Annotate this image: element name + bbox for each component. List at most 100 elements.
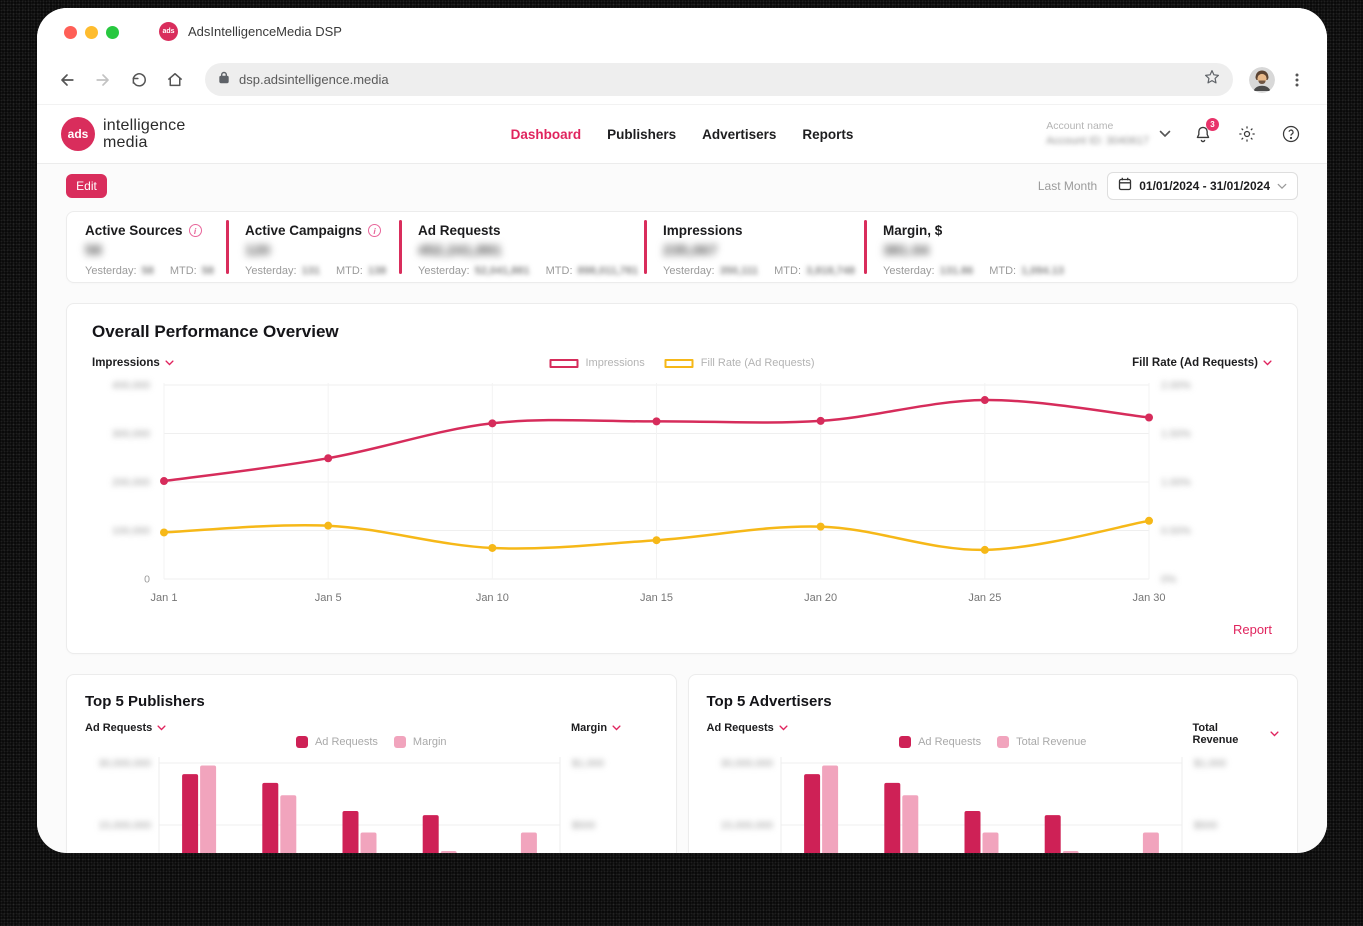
date-range-picker[interactable]: 01/01/2024 - 31/01/2024	[1107, 172, 1298, 200]
right-axis-tick: 0%	[1161, 574, 1176, 586]
ad-requests-bar	[803, 774, 820, 853]
right-axis-tick: $1,000	[572, 758, 604, 770]
ad-requests-bar	[182, 774, 199, 853]
edit-button[interactable]: Edit	[66, 174, 107, 198]
chart-title: Overall Performance Overview	[92, 322, 339, 341]
browser-profile-avatar[interactable]	[1249, 66, 1275, 93]
top-advertisers-card: Top 5 Advertisers Ad Requests Total Reve…	[687, 674, 1298, 853]
margin-bar	[280, 795, 297, 853]
left-axis-tick: 400,000	[112, 380, 150, 392]
impressions-swatch-icon	[549, 358, 579, 368]
left-axis-tick: 0	[144, 574, 150, 586]
minimize-window-button[interactable]	[85, 26, 98, 39]
data-point	[1145, 516, 1153, 525]
total-revenue-bar	[821, 765, 838, 853]
left-axis-tick: 300,000	[112, 428, 150, 440]
ad-requests-bar	[342, 810, 359, 853]
reload-icon[interactable]	[125, 66, 153, 94]
legend-impressions[interactable]: Impressions	[549, 357, 645, 369]
main-navigation: Dashboard Publishers Advertisers Reports	[511, 127, 854, 142]
total-revenue-swatch-icon	[997, 736, 1010, 748]
right-axis-metric-selector[interactable]: Fill Rate (Ad Requests)	[1132, 357, 1272, 369]
browser-menu-icon[interactable]	[1283, 66, 1311, 94]
stat-title: Active Campaigns	[245, 223, 363, 238]
nav-dashboard[interactable]: Dashboard	[510, 126, 582, 142]
total-revenue-bar	[982, 832, 998, 853]
stat-value: 381.04	[883, 242, 929, 259]
stat-title: Margin, $	[883, 223, 943, 238]
advertisers-left-metric-selector[interactable]: Ad Requests	[707, 722, 1280, 734]
tab-title: AdsIntelligenceMedia DSP	[188, 24, 342, 39]
account-name-label: Account name	[1046, 120, 1114, 132]
close-window-button[interactable]	[64, 26, 77, 39]
advertisers-right-metric-selector[interactable]: Total Revenue	[1193, 722, 1280, 746]
publishers-right-metric-selector[interactable]: Margin	[571, 722, 621, 734]
app-logo[interactable]: ads intelligence media	[61, 117, 185, 151]
nav-advertisers[interactable]: Advertisers	[702, 126, 777, 142]
browser-window: ads AdsIntelligenceMedia DSP dsp.adsinte…	[37, 8, 1327, 853]
ad-requests-bar	[422, 815, 439, 853]
publishers-left-metric-selector[interactable]: Ad Requests	[85, 722, 658, 734]
chart-legend: Ad Requests Margin	[67, 736, 676, 748]
help-icon[interactable]	[1279, 122, 1303, 146]
bookmark-star-icon[interactable]	[1203, 68, 1221, 91]
ad-requests-swatch-icon	[899, 736, 912, 748]
legend-ad-requests[interactable]: Ad Requests	[899, 736, 981, 748]
chevron-down-icon	[1277, 177, 1287, 195]
report-link[interactable]: Report	[1232, 622, 1272, 637]
data-point	[816, 416, 825, 425]
top-advertisers-bar-chart: 30,000,000 $1,000 15,000,000 $500	[720, 757, 1226, 853]
nav-publishers[interactable]: Publishers	[607, 126, 677, 142]
right-axis-tick: 0.50%	[1161, 525, 1191, 537]
dashboard-page: Edit Last Month 01/01/2024 - 31/01/2024 …	[37, 164, 1327, 853]
margin-bar	[440, 851, 457, 853]
legend-margin[interactable]: Margin	[393, 736, 447, 748]
zoom-window-button[interactable]	[106, 26, 119, 39]
fill-rate-swatch-icon	[664, 358, 694, 368]
right-axis-tick: $500	[1194, 820, 1218, 832]
stat-active-campaigns: Active Campaigns i 120 Yesterday: 131 MTD:…	[225, 212, 400, 282]
info-icon[interactable]: i	[368, 224, 382, 237]
legend-ad-requests[interactable]: Ad Requests	[295, 736, 378, 748]
left-axis-tick: 30,000,000	[98, 758, 151, 770]
top-publishers-card: Top 5 Publishers Ad Requests Margin Ad R…	[66, 674, 677, 853]
legend-fill-rate[interactable]: Fill Rate (Ad Requests)	[664, 357, 815, 369]
kpi-summary-card: Active Sources i 58 Yesterday: 58 MTD: 58 A…	[66, 211, 1298, 283]
left-axis-tick: 30,000,000	[720, 758, 773, 770]
data-point	[324, 521, 333, 530]
data-point	[980, 396, 989, 405]
notifications-bell-icon[interactable]: 3	[1191, 118, 1219, 146]
account-id-text: Account ID: 3040617	[1046, 135, 1149, 147]
lock-icon	[217, 70, 231, 90]
stat-ad-requests: Ad Requests 452,241,891 Yesterday: 52,041…	[398, 212, 645, 282]
settings-gear-icon[interactable]	[1235, 122, 1259, 146]
right-axis-tick: $1,000	[1194, 758, 1226, 770]
ad-requests-swatch-icon	[295, 736, 308, 748]
left-axis-tick: 100,000	[112, 525, 150, 537]
card-title: Top 5 Advertisers	[706, 693, 832, 710]
ad-requests-bar	[883, 782, 900, 853]
total-revenue-bar	[901, 795, 918, 853]
forward-icon[interactable]	[89, 66, 117, 94]
home-icon[interactable]	[161, 66, 189, 94]
data-point	[160, 477, 168, 486]
ad-requests-bar	[964, 810, 980, 853]
x-axis-tick: Jan 20	[804, 592, 837, 604]
data-point	[324, 454, 333, 463]
legend-total-revenue[interactable]: Total Revenue	[997, 736, 1086, 748]
data-point	[160, 528, 168, 537]
nav-reports[interactable]: Reports	[802, 126, 854, 142]
site-favicon-icon: ads	[159, 22, 178, 41]
window-titlebar: ads AdsIntelligenceMedia DSP	[37, 8, 1327, 55]
margin-bar	[520, 832, 537, 853]
left-axis-metric-selector[interactable]: Impressions	[92, 357, 174, 369]
info-icon[interactable]: i	[188, 224, 202, 237]
data-point	[488, 543, 497, 552]
account-switcher[interactable]: Account name Account ID: 3040617	[1046, 120, 1171, 148]
address-bar[interactable]: dsp.adsintelligence.media	[205, 63, 1233, 96]
margin-bar	[360, 832, 377, 853]
browser-tab[interactable]: ads AdsIntelligenceMedia DSP	[159, 22, 342, 41]
stat-title: Active Sources	[85, 223, 183, 238]
top-publishers-bar-chart: 30,000,000 $1,000 15,000,000 $500	[98, 757, 604, 853]
back-icon[interactable]	[53, 66, 81, 94]
